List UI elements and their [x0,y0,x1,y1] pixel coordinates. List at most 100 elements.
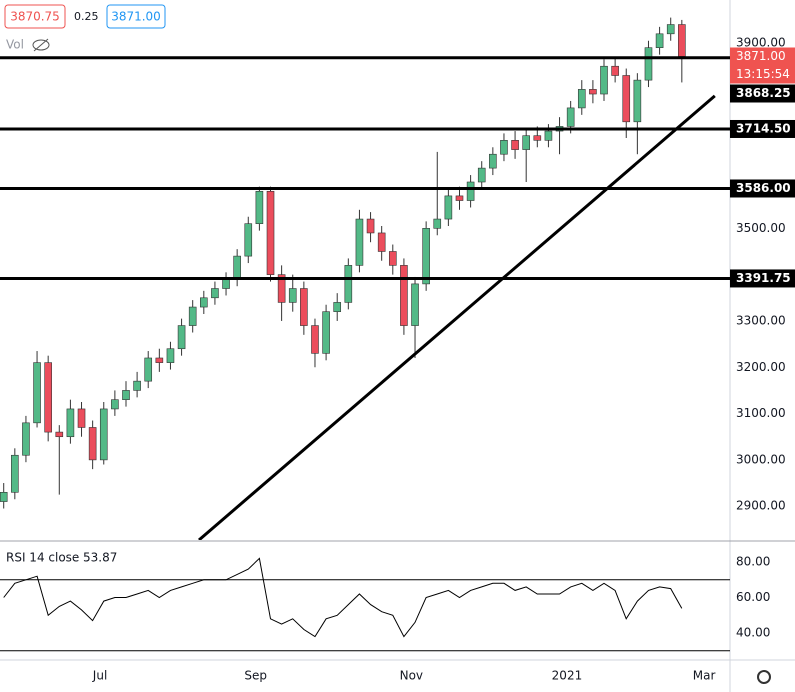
x-tick-label: 2021 [552,669,583,683]
candle-body [655,33,664,49]
candle-body [288,288,297,303]
countdown: 13:15:54 [736,67,790,81]
level-label-box [730,269,795,288]
y-tick-label: 3900.00 [736,36,786,50]
x-tick-label: Nov [400,669,423,683]
level-label: 3868.25 [736,86,791,100]
bid-box[interactable] [4,4,66,29]
candle-body [388,251,397,266]
x-tick-label: Jul [92,669,107,683]
candle-body [222,278,230,289]
rsi-title: RSI 14 close [6,551,79,565]
rsi-tick-label: 40.00 [736,626,770,640]
trend-line [198,94,716,540]
candle-body [511,140,519,150]
y-tick-label: 3300.00 [736,313,786,327]
candle-body [11,454,19,493]
candle-body [0,491,8,502]
spread: 0.25 [74,10,99,23]
candle-body [433,218,442,229]
y-tick-label: 3200.00 [736,360,786,374]
candle-body [177,325,186,350]
eye-slash [33,38,49,52]
candle-body [55,431,64,438]
visibility-toggle[interactable] [32,38,50,52]
candle-body [155,357,164,363]
candle-body [33,362,41,424]
candle-body [200,297,208,308]
candle-body [489,153,497,169]
candle-body [611,65,619,76]
candle-body [466,181,475,201]
candle-body [144,357,153,382]
y-tick-label: 3100.00 [736,406,786,420]
candle-body [600,65,608,95]
y-tick-label: 3000.00 [736,452,786,466]
level-label: 3586.00 [736,181,791,195]
level-label-box [730,179,795,198]
candle-body [500,140,508,155]
candle-body [355,218,364,266]
candle-body [400,265,408,326]
candle-body [444,195,453,220]
candle-body [211,288,219,299]
candle-body [22,422,30,456]
candle-body [422,228,430,285]
candle-body [99,408,108,461]
candle-body [111,399,119,410]
rsi-line [3,557,683,638]
candle-body [533,135,542,141]
eye-icon [32,39,50,51]
level-label-box [730,84,795,103]
candle-body [188,306,197,326]
candle-body [522,135,530,150]
candle-body [122,390,130,400]
candle-body [66,408,75,438]
ask: 3871.00 [111,10,161,24]
candle-body [255,190,264,224]
candle-body [311,325,319,354]
candle-body [233,255,241,280]
candle-body [577,89,586,109]
candle-body [266,190,275,275]
candle-body [322,311,330,354]
ask-box[interactable] [106,4,166,29]
volume-label: Vol [6,38,24,52]
candle-body [544,130,553,141]
candle-body [44,362,52,433]
candle-body [77,408,86,428]
candle-body [644,47,653,81]
candle-body [366,218,375,234]
y-tick-label: 3500.00 [736,221,786,235]
plot [0,17,730,652]
candle-body [377,232,386,252]
candle-body [477,167,486,183]
candle-body [277,274,286,303]
last-price-box [730,47,795,84]
candle-body [633,79,642,123]
level-label-box [730,119,795,138]
candle-body [455,195,464,201]
rsi-tick-label: 60.00 [736,590,770,604]
bid: 3870.75 [10,10,60,24]
candle-body [666,24,675,35]
candle-body [589,89,597,95]
candle-body [133,380,141,391]
candle-body [411,283,419,326]
level-label: 3714.50 [736,121,791,135]
gear-icon [757,670,771,684]
candle-body [166,348,175,363]
candle-body [566,107,575,127]
settings-button[interactable] [757,670,771,684]
candle-body [333,302,342,312]
x-tick-label: Mar [693,669,716,683]
candle-body [88,427,97,461]
candle-body [678,24,686,57]
candle-body [300,288,308,326]
last-price-label: 3871.00 [736,49,786,63]
candle-body [344,265,353,303]
candle-body [244,223,253,257]
y-tick-label: 2900.00 [736,499,786,513]
